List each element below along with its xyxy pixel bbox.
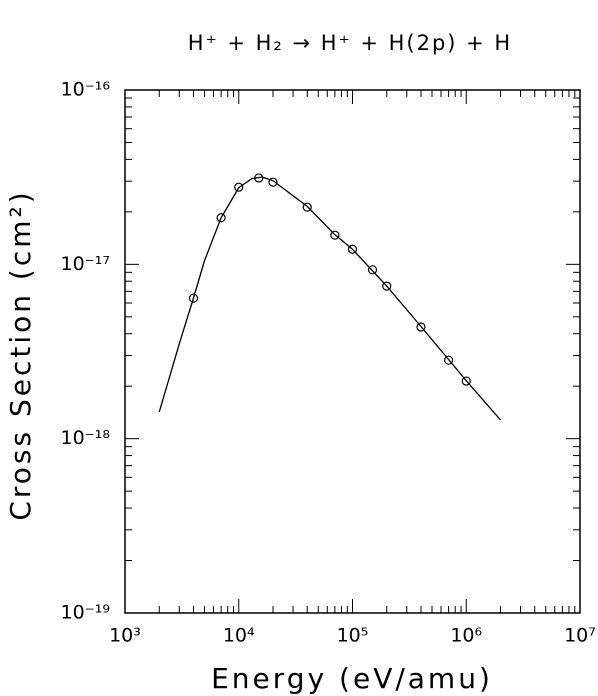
data-point: [234, 182, 244, 192]
data-point: [367, 265, 378, 275]
data-point: [216, 213, 226, 223]
x-tick-label: 10⁴: [223, 625, 255, 647]
x-tick-label: 10⁵: [337, 625, 369, 647]
x-tick-label: 10⁶: [450, 625, 482, 647]
data-point: [268, 177, 278, 187]
data-point: [444, 355, 454, 365]
y-tick-label: 10⁻¹⁷: [61, 253, 110, 275]
data-point: [416, 322, 426, 332]
x-axis-label: Energy (eV/amu): [211, 662, 493, 695]
fit-curve: [158, 176, 501, 421]
x-tick-label: 10³: [109, 625, 141, 647]
x-tick-label: 10⁷: [564, 625, 596, 647]
y-tick-label: 10⁻¹⁶: [61, 79, 110, 101]
data-point: [347, 244, 358, 254]
data-point: [188, 293, 199, 303]
data-point: [382, 281, 392, 291]
data-point: [302, 202, 312, 212]
chart-title: H⁺ + H₂ → H⁺ + H(2p) + H: [188, 31, 512, 55]
y-tick-label: 10⁻¹⁸: [61, 427, 110, 449]
plot-frame: [124, 89, 581, 614]
data-point: [461, 376, 471, 386]
data-point: [330, 230, 340, 240]
y-axis-label: Cross Section (cm²): [4, 189, 37, 520]
y-tick-label: 10⁻¹⁹: [61, 602, 110, 624]
